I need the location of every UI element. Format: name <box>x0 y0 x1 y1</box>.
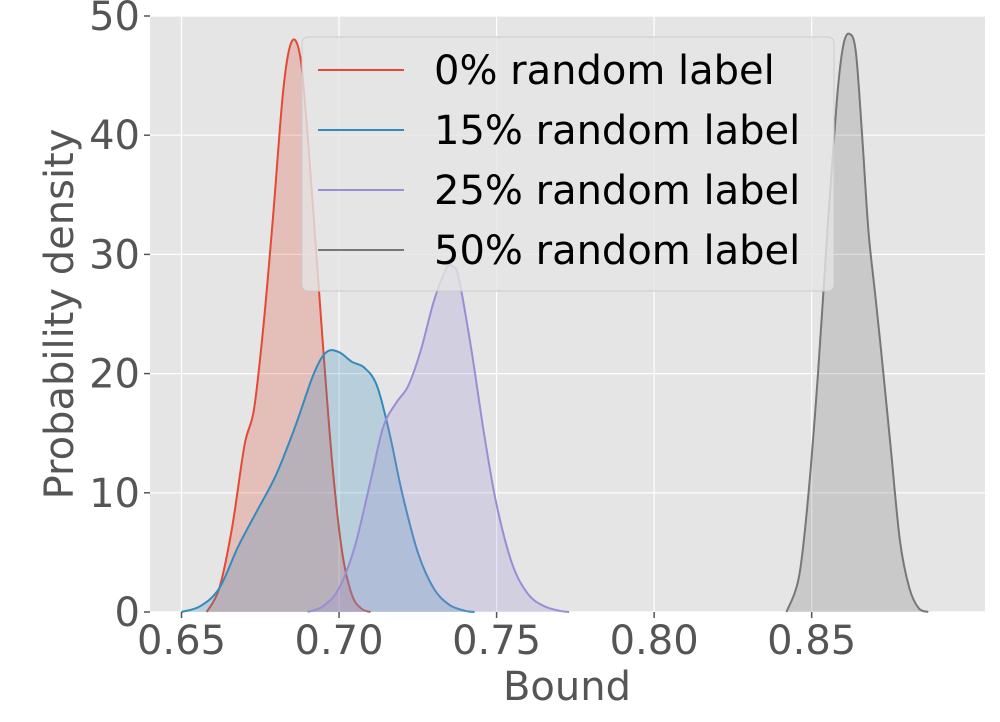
x-axis-ticks: 0.65 0.70 0.75 0.80 0.85 <box>137 612 856 664</box>
x-tick-label: 0.85 <box>767 618 856 664</box>
legend-label: 25% random label <box>434 168 800 214</box>
area-15-random-label <box>181 350 475 612</box>
line-15-random-label <box>181 349 475 613</box>
y-tick-label: 10 <box>89 471 140 517</box>
legend-label: 50% random label <box>434 228 800 274</box>
line-0-random-label <box>205 38 371 613</box>
x-tick-label: 0.70 <box>295 618 384 664</box>
area-25-random-label <box>307 264 570 612</box>
x-tick-label: 0.80 <box>610 618 699 664</box>
y-tick-label: 50 <box>89 0 140 40</box>
legend-label: 0% random label <box>434 48 775 94</box>
x-tick-label: 0.75 <box>452 618 541 664</box>
y-tick-label: 30 <box>89 232 140 278</box>
legend: 0% random label 15% random label 25% rando… <box>301 36 835 292</box>
area-50-random-label <box>786 33 929 612</box>
area-0-random-label <box>206 39 371 613</box>
y-tick-label: 40 <box>89 113 140 159</box>
y-tick-label: 0 <box>115 590 140 636</box>
legend-box <box>301 36 835 292</box>
y-axis-label: Probability density <box>37 129 83 500</box>
legend-label: 15% random label <box>434 108 800 154</box>
series-layer <box>181 32 929 613</box>
x-tick-label: 0.65 <box>137 618 226 664</box>
y-axis-ticks: 0 10 20 30 40 50 <box>89 0 150 636</box>
y-tick-label: 20 <box>89 352 140 398</box>
x-axis-label: Bound <box>503 664 631 710</box>
line-50-random-label <box>785 32 929 613</box>
